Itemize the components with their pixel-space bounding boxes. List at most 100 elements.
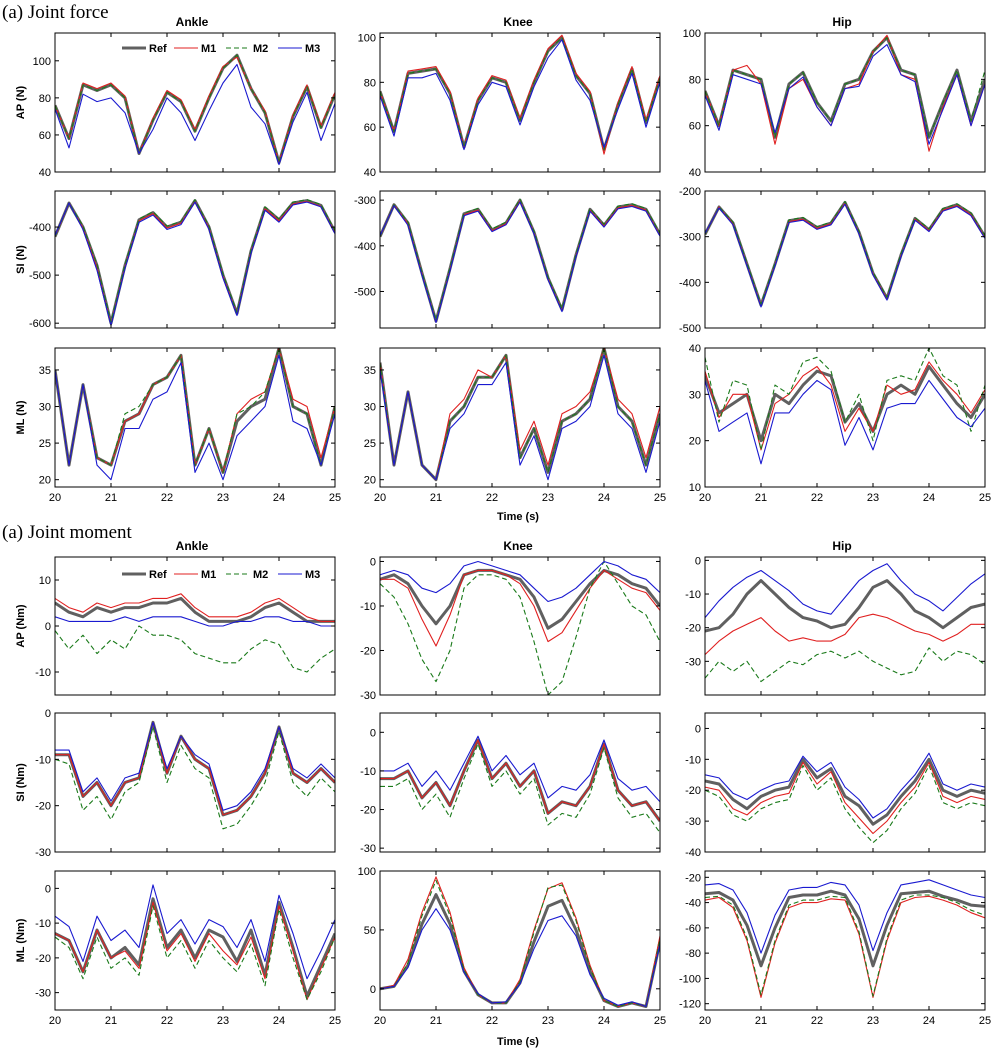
y-tick-label: -40	[685, 847, 701, 859]
series-line-m1	[380, 739, 660, 822]
series-line-m2	[55, 726, 335, 830]
series-line-m1	[705, 361, 985, 451]
col-title-hip-moment: Hip	[832, 539, 851, 553]
y-tick-label: -30	[35, 847, 51, 859]
y-tick-label: -20	[685, 785, 701, 797]
y-tick-label: 20	[364, 475, 376, 487]
series-line-m3	[55, 884, 335, 980]
x-tick-label: 21	[430, 492, 442, 504]
series-line-m2	[705, 200, 985, 305]
y-tick-label: 35	[364, 365, 376, 377]
x-tick-label: 22	[486, 492, 498, 504]
legend-label-ref: Ref	[149, 569, 167, 581]
legend-label-ref: Ref	[149, 43, 167, 55]
x-tick-label: 23	[217, 1015, 229, 1027]
y-tick-label: 40	[39, 167, 51, 179]
series-line-m2	[55, 348, 335, 473]
x-tick-label: 20	[374, 1015, 386, 1027]
legend-moment: Ref M1 M2 M3	[122, 569, 320, 581]
plot-frame	[54, 712, 336, 853]
x-tick-label: 20	[49, 1015, 61, 1027]
y-axis-label: ML (Nm)	[15, 918, 27, 962]
y-tick-label: -40	[685, 898, 701, 910]
x-tick-label: 21	[755, 1015, 767, 1027]
y-tick-label: -200	[679, 186, 701, 198]
series-line-m1	[380, 200, 660, 323]
y-tick-label: 100	[33, 56, 51, 68]
y-tick-label: 80	[689, 74, 701, 86]
plot-frame	[379, 870, 661, 1011]
y-tick-label: -120	[679, 999, 701, 1011]
plot-frame	[54, 347, 336, 488]
plot-frame	[379, 190, 661, 329]
plot-frame	[704, 347, 986, 488]
x-axis-label-moment: Time (s)	[497, 1036, 539, 1048]
y-tick-label: 0	[695, 723, 701, 735]
series-line-m1	[705, 202, 985, 307]
x-axis-label-force: Time (s)	[497, 511, 539, 523]
y-tick-label: -10	[35, 667, 51, 679]
y-tick-label: 60	[364, 122, 376, 134]
series-line-m1	[705, 761, 985, 835]
panel-force-si-knee: -500 -400 -300	[354, 190, 661, 329]
y-tick-label: 0	[45, 621, 51, 633]
x-tick-label: 21	[755, 492, 767, 504]
y-tick-label: 60	[689, 121, 701, 133]
x-tick-label: 20	[699, 1015, 711, 1027]
series-line-m2	[380, 879, 660, 1008]
series-line-m2	[55, 54, 335, 164]
x-tick-label: 23	[867, 1015, 879, 1027]
y-tick-label: 0	[370, 556, 376, 568]
y-tick-label: 80	[39, 93, 51, 105]
panel-moment-si-ankle: -30 -20 -10 0 SI (Nm)	[15, 708, 336, 859]
y-tick-label: -10	[685, 754, 701, 766]
y-tick-label: -500	[29, 270, 51, 282]
series-line-m3	[380, 735, 660, 803]
plot-frame	[54, 190, 336, 329]
series-line-m3	[55, 721, 335, 811]
series-line-ref	[705, 579, 985, 633]
y-tick-label: -500	[679, 323, 701, 335]
x-tick-label: 24	[273, 1015, 285, 1027]
series-line-m2	[380, 743, 660, 834]
y-tick-label: -100	[679, 973, 701, 985]
plot-frame	[704, 712, 986, 853]
col-title-ankle-force: Ankle	[176, 15, 209, 29]
series-line-m3	[55, 63, 335, 166]
series-line-m1	[380, 569, 660, 647]
y-tick-label: 100	[358, 866, 376, 878]
series-line-m2	[55, 199, 335, 323]
series-line-ref	[380, 36, 660, 152]
plot-frame	[54, 556, 336, 696]
y-tick-label: 30	[39, 402, 51, 414]
y-tick-label: -10	[360, 766, 376, 778]
series-line-m2	[380, 560, 660, 695]
y-tick-label: 20	[689, 436, 701, 448]
y-tick-label: 10	[689, 482, 701, 494]
col-title-ankle-moment: Ankle	[176, 539, 209, 553]
series-line-m3	[55, 354, 335, 481]
series-line-m1	[55, 593, 335, 622]
panel-moment-ml-ankle: -30 -20 -10 0 20 21 22 23 24 25 ML (Nm)	[15, 870, 341, 1027]
series-line-m3	[380, 354, 660, 481]
series-line-ref	[705, 36, 985, 139]
series-line-m3	[380, 560, 660, 603]
x-tick-label: 24	[273, 492, 285, 504]
y-tick-label: 30	[689, 389, 701, 401]
x-tick-label: 21	[105, 492, 117, 504]
panel-moment-si-knee: -30 -20 -10 0	[360, 712, 661, 855]
series-line-ref	[55, 897, 335, 998]
series-line-ref	[55, 53, 335, 165]
plot-frame	[704, 870, 986, 1011]
x-tick-label: 25	[654, 492, 666, 504]
panel-force-ml-knee: 20 25 30 35 20 21 22 23 24 25	[364, 347, 666, 504]
series-line-m1	[380, 876, 660, 1008]
y-tick-label: -400	[679, 277, 701, 289]
panel-force-ap-ankle: 40 60 80 100 AP (N)	[15, 32, 336, 179]
x-tick-label: 22	[161, 1015, 173, 1027]
x-tick-label: 21	[105, 1015, 117, 1027]
y-tick-label: -10	[360, 601, 376, 613]
series-line-m2	[380, 198, 660, 321]
y-tick-label: 25	[39, 438, 51, 450]
